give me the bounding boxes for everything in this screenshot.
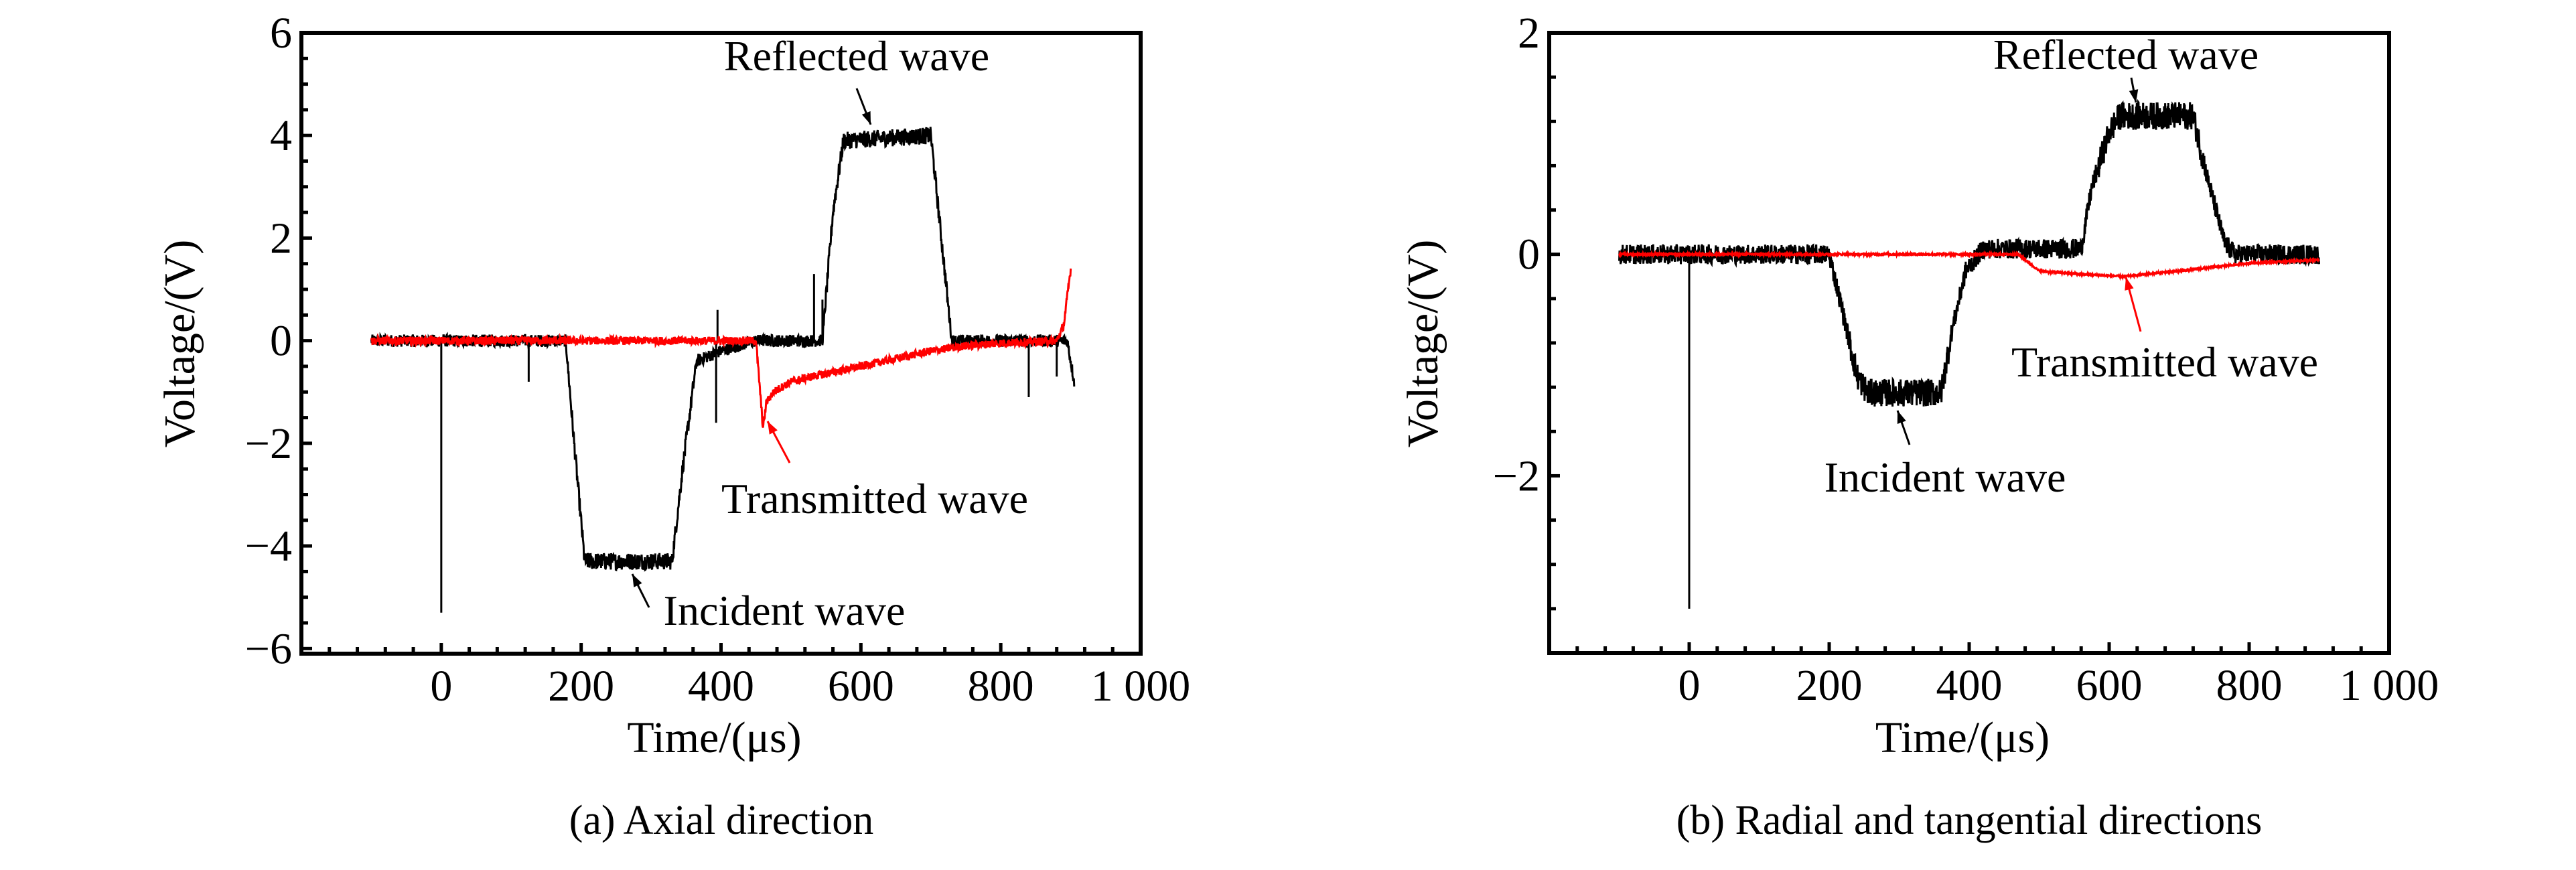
x-axis-label: Time/(μs) — [627, 713, 801, 762]
annotation-label: Transmitted wave — [2011, 338, 2318, 386]
figure-caption: (b) Radial and tangential directions — [1676, 798, 2263, 843]
y-tick-label: −2 — [1493, 451, 1540, 500]
figure-caption: (a) Axial direction — [569, 798, 874, 843]
y-tick-label: 0 — [1518, 230, 1540, 279]
annotation-label: Transmitted wave — [721, 475, 1028, 522]
x-tick-label: 600 — [2076, 661, 2143, 710]
y-axis-label: Voltage/(V) — [155, 240, 204, 447]
y-tick-label: 4 — [270, 111, 292, 160]
arrowhead-icon — [768, 421, 778, 435]
x-tick-label: 800 — [968, 662, 1034, 711]
x-tick-label: 200 — [548, 662, 614, 711]
arrowhead-icon — [632, 574, 642, 587]
x-tick-label: 400 — [1936, 661, 2003, 710]
y-tick-label: −6 — [245, 624, 292, 673]
y-tick-label: 2 — [270, 214, 292, 263]
series-line-1 — [1618, 249, 2320, 281]
x-tick-label: 0 — [1678, 661, 1701, 710]
x-tick-label: 400 — [688, 662, 754, 711]
arrowhead-icon — [2125, 277, 2134, 291]
annotation-label: Incident wave — [1824, 453, 2066, 501]
x-tick-label: 1 000 — [2340, 661, 2439, 710]
x-tick-label: 600 — [828, 662, 894, 711]
y-tick-label: −2 — [245, 419, 292, 468]
y-axis-label: Voltage/(V) — [1399, 240, 1447, 447]
x-tick-label: 0 — [430, 662, 452, 711]
series-line-0 — [1618, 98, 2320, 407]
annotation-label: Reflected wave — [724, 32, 989, 80]
series-line-1 — [370, 268, 1072, 428]
arrowhead-icon — [1897, 411, 1906, 424]
x-tick-label: 800 — [2216, 661, 2283, 710]
y-tick-label: −4 — [245, 522, 292, 571]
chart-panel-b: 0 200 400 600 800 1 000 −2 0 2 Voltage/(V) Time/(μ… — [1399, 9, 2439, 843]
annotation-label: Reflected wave — [1993, 31, 2259, 78]
y-tick-label: 6 — [270, 9, 292, 58]
y-tick-label: 0 — [270, 317, 292, 366]
x-axis-label: Time/(μs) — [1875, 713, 2050, 762]
arrowhead-icon — [2129, 89, 2139, 102]
x-tick-label: 1 000 — [1091, 662, 1191, 711]
arrowhead-icon — [861, 111, 871, 125]
y-tick-label: 2 — [1518, 9, 1540, 58]
chart-panel-a: 0 200 400 600 800 1 000 −6 −4 −2 0 2 4 6 Voltage/(V) T… — [155, 9, 1190, 843]
annotation-label: Incident wave — [664, 587, 906, 634]
x-tick-label: 200 — [1796, 661, 1863, 710]
